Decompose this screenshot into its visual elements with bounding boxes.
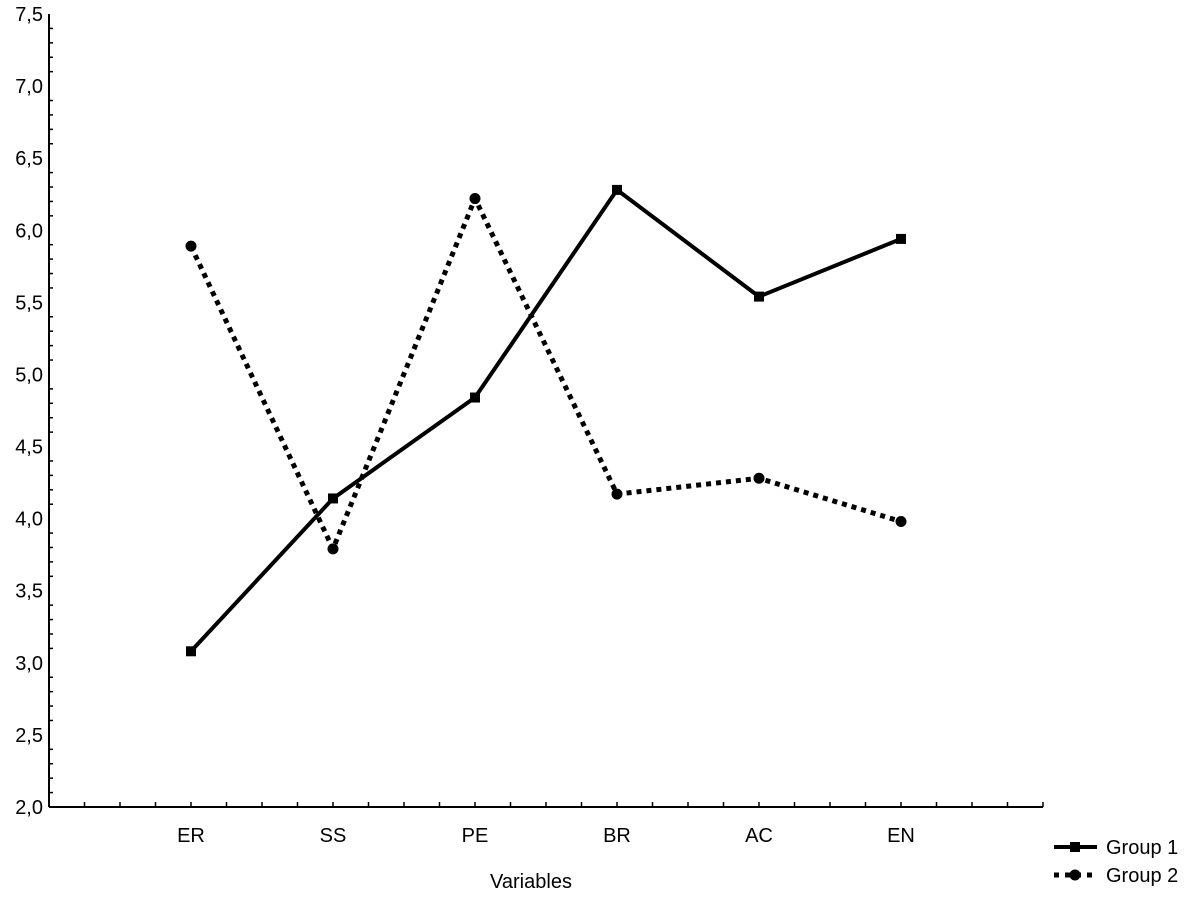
x-tick-label: AC [745,825,773,847]
data-point-square [896,233,906,244]
series-line-group-2 [188,196,902,552]
legend-marker-square [1070,842,1080,852]
data-point-square [754,291,764,302]
series-line-group-1 [189,187,902,653]
x-tick-label: SS [320,825,347,847]
data-point-circle [185,240,197,252]
data-point-circle [895,516,907,528]
y-tick-label: 6,5 [15,148,43,170]
data-point-square [328,493,338,504]
data-point-circle [753,472,765,484]
legend: Group 1 Group 2 [1054,837,1178,887]
y-tick-label: 2,5 [15,725,43,747]
axes: 2,0 2,5 3,0 3,5 4,0 4,5 5,0 5,5 6,0 6,5 7,0 7,5 ER SS… [15,4,1044,847]
data-point-square [186,646,196,657]
x-axis-label: Variables [490,871,572,893]
series-layer [185,184,907,657]
y-tick-label: 7,5 [15,4,43,26]
y-tick-label: 3,0 [15,653,43,675]
x-tick-label: EN [887,825,915,847]
y-tick-label: 4,5 [15,437,43,459]
y-tick-label: 5,5 [15,292,43,314]
data-point-circle [469,193,481,205]
y-tick-label: 4,0 [15,509,43,531]
y-tick-label: 5,0 [15,364,43,386]
y-tick-label: 3,5 [15,581,43,603]
x-tick-label: PE [462,825,489,847]
data-point-circle [327,543,339,555]
x-tick-label: ER [177,825,205,847]
legend-marker-circle [1069,869,1081,881]
y-tick-label: 2,0 [15,797,43,819]
legend-label-group-2: Group 2 [1106,865,1178,887]
y-tick-label: 7,0 [15,76,43,98]
data-point-square [470,392,480,403]
y-tick-label: 6,0 [15,220,43,242]
data-point-square [612,184,622,195]
x-tick-label: BR [603,825,631,847]
legend-label-group-1: Group 1 [1106,837,1178,859]
data-point-circle [611,488,623,500]
